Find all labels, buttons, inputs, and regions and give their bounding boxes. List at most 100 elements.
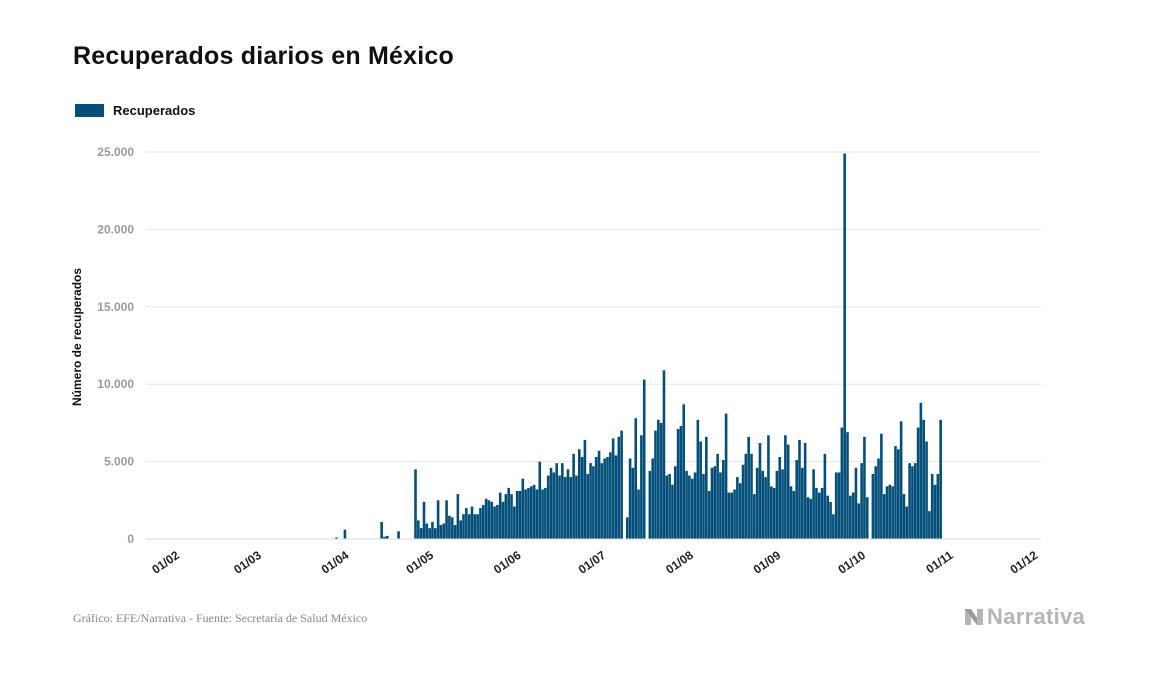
bar — [685, 470, 688, 539]
bar — [885, 486, 889, 539]
brand-name: Narrativa — [987, 604, 1086, 629]
bar — [538, 461, 542, 539]
gridlines — [146, 151, 1041, 463]
bar — [498, 492, 502, 539]
bar — [614, 455, 618, 539]
bar — [786, 444, 790, 539]
x-tick-label: 01/10 — [835, 548, 868, 577]
bar — [676, 429, 680, 539]
bar — [758, 443, 762, 539]
bar — [713, 466, 717, 539]
x-tick-label: 01/12 — [1008, 548, 1041, 577]
bar — [874, 466, 878, 539]
bar — [727, 492, 731, 539]
bar — [515, 491, 519, 539]
bar — [736, 477, 739, 539]
bar — [518, 491, 522, 539]
bar — [631, 467, 635, 539]
bar — [419, 528, 423, 539]
bar — [939, 419, 942, 539]
bar — [863, 436, 866, 539]
y-tick-label: 10.000 — [97, 377, 134, 391]
bar — [891, 486, 894, 539]
bar — [803, 443, 807, 539]
y-tick-label: 25.000 — [97, 145, 134, 159]
bar — [428, 528, 431, 539]
x-tick-labels: 01/02 01/03 01/04 01/05 01/06 01/07 01/08 01/09… — [149, 548, 1040, 577]
x-tick-label: 01/06 — [491, 548, 524, 577]
bar — [843, 153, 846, 539]
bar — [546, 475, 550, 539]
bar — [738, 483, 742, 539]
bar — [789, 486, 793, 539]
bar — [527, 487, 530, 539]
bar — [594, 456, 598, 539]
bar — [817, 492, 821, 539]
bar — [442, 523, 446, 539]
bar — [659, 422, 663, 539]
bar — [501, 501, 505, 539]
y-axis-label: Número de recuperados — [70, 268, 84, 406]
bar — [744, 453, 748, 539]
bar — [764, 477, 767, 539]
bar — [467, 514, 471, 539]
bar — [465, 508, 468, 539]
bar — [854, 467, 858, 539]
bar — [721, 460, 725, 539]
bar — [753, 494, 756, 539]
bar — [699, 441, 702, 539]
bar — [558, 475, 561, 539]
bar — [433, 528, 437, 539]
bar — [809, 498, 813, 539]
bar — [690, 478, 694, 539]
bar — [589, 463, 592, 539]
bar — [865, 497, 869, 539]
bar — [385, 535, 389, 539]
bar — [716, 453, 719, 539]
bar — [665, 475, 669, 539]
bar — [417, 520, 420, 539]
bar — [609, 452, 612, 539]
bar — [445, 500, 448, 539]
bar — [513, 506, 516, 539]
bar — [648, 470, 652, 539]
x-tick-label: 01/03 — [231, 548, 264, 577]
bar — [662, 370, 666, 539]
bar — [476, 514, 479, 539]
bar — [640, 435, 643, 539]
bar — [724, 413, 728, 539]
bar — [908, 463, 911, 539]
bar — [741, 464, 745, 539]
bar — [829, 501, 832, 539]
bar — [668, 473, 671, 539]
bar — [882, 494, 886, 539]
bar — [823, 453, 827, 539]
bar — [572, 453, 575, 539]
bar — [671, 484, 674, 539]
bar — [651, 458, 654, 539]
bar — [484, 498, 488, 539]
bar — [628, 458, 632, 539]
bar — [750, 453, 753, 539]
bar — [487, 500, 491, 539]
bar — [637, 489, 640, 539]
bar — [851, 492, 855, 539]
bar — [642, 379, 646, 539]
bar — [913, 463, 917, 539]
brand-logo: Narrativa — [963, 604, 1085, 630]
bar — [696, 419, 700, 539]
y-tick-label: 15.000 — [97, 300, 134, 314]
bar — [481, 504, 485, 539]
bar — [761, 470, 765, 539]
bar — [911, 466, 914, 539]
bar — [781, 469, 784, 539]
bar — [792, 491, 796, 539]
bar — [575, 475, 578, 539]
x-tick-label: 01/11 — [923, 548, 955, 576]
bar — [654, 430, 657, 539]
bar — [521, 478, 525, 539]
bar — [784, 435, 787, 539]
legend-swatch — [75, 104, 104, 117]
bar — [600, 463, 604, 539]
